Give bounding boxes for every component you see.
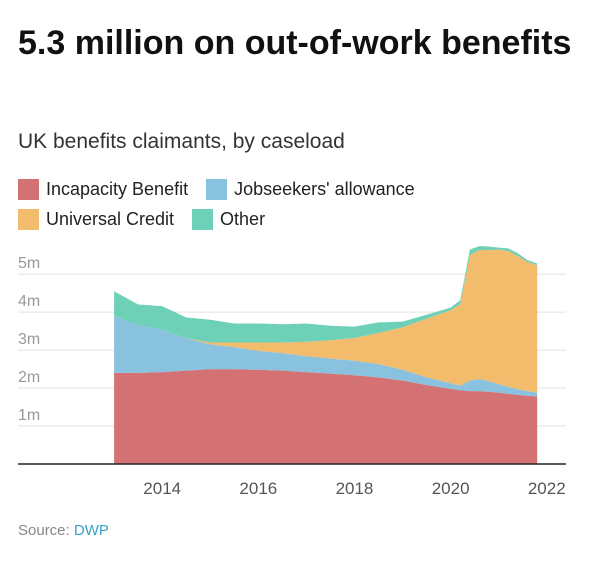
legend-swatch-universal-credit <box>18 208 39 230</box>
stacked-area-chart: 1m 2m 3m 4m 5m 2014 2016 2018 2020 2022 <box>18 246 566 498</box>
x-tick-label: 2018 <box>336 479 374 498</box>
y-tick-label: 5m <box>18 255 40 272</box>
chart-title: 5.3 million on out-of-work benefits <box>18 24 572 62</box>
legend-item-incapacity: Incapacity Benefit <box>18 178 189 200</box>
x-tick-label: 2014 <box>143 479 181 498</box>
legend-label-universal-credit: Universal Credit <box>46 208 175 229</box>
legend-item-universal-credit: Universal Credit <box>18 208 175 230</box>
legend: Incapacity Benefit Jobseekers' allowance… <box>18 174 578 234</box>
y-tick-label: 4m <box>18 293 40 310</box>
y-tick-label: 3m <box>18 331 40 348</box>
x-tick-label: 2020 <box>432 479 470 498</box>
legend-item-other: Other <box>192 208 266 230</box>
source-prefix: Source: <box>18 522 74 539</box>
legend-label-other: Other <box>220 208 266 229</box>
legend-item-jobseekers: Jobseekers' allowance <box>206 178 415 200</box>
area-jobseekers-allowance <box>114 315 538 397</box>
source-link[interactable]: DWP <box>73 522 109 539</box>
chart-subtitle: UK benefits claimants, by caseload <box>18 130 345 153</box>
legend-label-jobseekers: Jobseekers' allowance <box>234 178 415 199</box>
legend-swatch-jobseekers <box>206 178 228 200</box>
legend-swatch-incapacity <box>18 178 39 200</box>
source-note: Source: DWP <box>18 522 109 539</box>
legend-label-incapacity: Incapacity Benefit <box>46 178 189 199</box>
area-incapacity-benefit <box>114 369 538 464</box>
y-tick-label: 1m <box>18 407 40 424</box>
x-tick-label: 2022 <box>528 479 566 498</box>
legend-row-2: Universal Credit Other <box>18 204 578 234</box>
legend-row-1: Incapacity Benefit Jobseekers' allowance <box>18 174 578 204</box>
y-tick-label: 2m <box>18 369 40 386</box>
area-universal-credit <box>114 249 538 393</box>
x-tick-label: 2016 <box>239 479 277 498</box>
legend-swatch-other <box>192 208 214 230</box>
